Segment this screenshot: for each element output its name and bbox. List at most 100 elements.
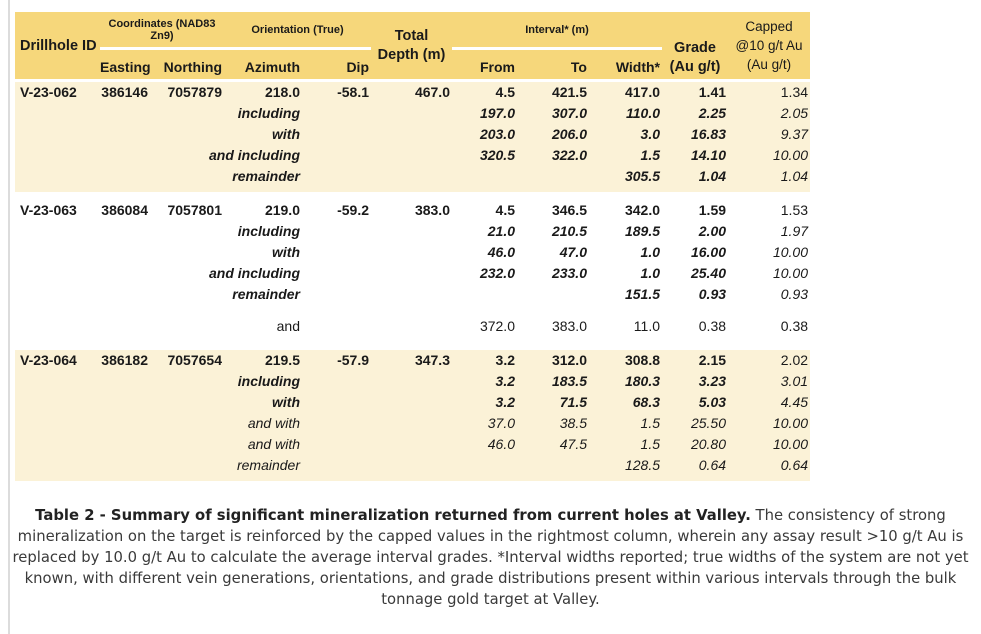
to-cell: 210.5 bbox=[517, 221, 589, 242]
to-cell: 71.5 bbox=[517, 392, 589, 413]
table-row: V-23-062 386146 7057879 218.0 -58.1 467.0 4.5 4… bbox=[15, 82, 811, 103]
grade-cell: 0.93 bbox=[662, 284, 729, 305]
to-cell: 183.5 bbox=[517, 371, 589, 392]
table-row: including 3.2 183.5 180.3 3.23 3.01 bbox=[15, 371, 811, 392]
total-depth-cell: 347.3 bbox=[371, 350, 452, 371]
table-row: remainder 151.5 0.93 0.93 bbox=[15, 284, 811, 305]
grade-cell: 25.40 bbox=[662, 263, 729, 284]
empty-cell bbox=[371, 434, 452, 455]
spacer-cell bbox=[15, 342, 811, 350]
from-cell: 3.2 bbox=[452, 392, 517, 413]
drillhole-block-V-23-064: V-23-064 386182 7057654 219.5 -57.9 347.3 3.2 3… bbox=[15, 350, 811, 481]
to-cell: 307.0 bbox=[517, 103, 589, 124]
from-cell: 3.2 bbox=[452, 371, 517, 392]
from-cell: 4.5 bbox=[452, 82, 517, 103]
table-row: with 46.0 47.0 1.0 16.00 10.00 bbox=[15, 242, 811, 263]
total-depth-cell: 383.0 bbox=[371, 200, 452, 221]
empty-cell bbox=[371, 166, 452, 187]
empty-cell bbox=[302, 124, 371, 145]
empty-cell bbox=[371, 455, 452, 476]
width-cell: 11.0 bbox=[589, 316, 663, 337]
empty-cell bbox=[15, 263, 100, 284]
interval-label-cell: and bbox=[100, 316, 302, 337]
drillhole-id-cell: V-23-064 bbox=[15, 350, 100, 371]
empty-cell bbox=[371, 284, 452, 305]
table-row: with 3.2 71.5 68.3 5.03 4.45 bbox=[15, 392, 811, 413]
from-cell: 197.0 bbox=[452, 103, 517, 124]
header-width: Width* bbox=[589, 50, 663, 82]
table-row: remainder 305.5 1.04 1.04 bbox=[15, 166, 811, 187]
grade-cell: 1.41 bbox=[662, 82, 729, 103]
spacer-row bbox=[15, 192, 811, 200]
azimuth-cell: 218.0 bbox=[224, 82, 302, 103]
header-orientation-group: Orientation (True) bbox=[224, 12, 371, 50]
interval-label-cell: and with bbox=[100, 434, 302, 455]
grade-cell: 0.64 bbox=[662, 455, 729, 476]
azimuth-cell: 219.5 bbox=[224, 350, 302, 371]
grade-cell: 25.50 bbox=[662, 413, 729, 434]
table-row: and including 232.0 233.0 1.0 25.40 10.00 bbox=[15, 263, 811, 284]
drillhole-id-cell: V-23-062 bbox=[15, 82, 100, 103]
interval-label-cell: and including bbox=[100, 145, 302, 166]
to-cell: 383.0 bbox=[517, 316, 589, 337]
interval-label-cell: with bbox=[100, 242, 302, 263]
to-cell: 47.0 bbox=[517, 242, 589, 263]
pad-cell bbox=[15, 476, 811, 481]
page-left-border bbox=[8, 0, 10, 634]
table-row: with 203.0 206.0 3.0 16.83 9.37 bbox=[15, 124, 811, 145]
empty-cell bbox=[371, 371, 452, 392]
from-cell: 372.0 bbox=[452, 316, 517, 337]
capped-grade-cell: 10.00 bbox=[728, 434, 811, 455]
header-capped-line2: @10 g/t Au bbox=[735, 38, 803, 53]
caption-regular-text: The consistency of strong mineralization… bbox=[12, 507, 969, 608]
to-cell bbox=[517, 166, 589, 187]
empty-cell bbox=[15, 166, 100, 187]
empty-cell bbox=[15, 316, 100, 337]
from-cell: 46.0 bbox=[452, 242, 517, 263]
to-cell: 322.0 bbox=[517, 145, 589, 166]
capped-grade-cell: 10.00 bbox=[728, 413, 811, 434]
width-cell: 151.5 bbox=[589, 284, 663, 305]
from-cell: 3.2 bbox=[452, 350, 517, 371]
empty-cell bbox=[371, 413, 452, 434]
empty-cell bbox=[15, 124, 100, 145]
table-row: V-23-063 386084 7057801 219.0 -59.2 383.0 4.5 3… bbox=[15, 200, 811, 221]
page-content: Drillhole ID Coordinates (NAD83 Zn9) Ori… bbox=[0, 12, 981, 610]
empty-cell bbox=[302, 434, 371, 455]
caption-bold-text: Table 2 - Summary of significant mineral… bbox=[35, 507, 751, 524]
grade-cell: 3.23 bbox=[662, 371, 729, 392]
from-cell: 320.5 bbox=[452, 145, 517, 166]
table-row: including 21.0 210.5 189.5 2.00 1.97 bbox=[15, 221, 811, 242]
table-header: Drillhole ID Coordinates (NAD83 Zn9) Ori… bbox=[15, 12, 811, 82]
capped-grade-cell: 3.01 bbox=[728, 371, 811, 392]
drillhole-block-V-23-062: V-23-062 386146 7057879 218.0 -58.1 467.0 4.5 4… bbox=[15, 82, 811, 192]
grade-cell: 5.03 bbox=[662, 392, 729, 413]
empty-cell bbox=[15, 434, 100, 455]
header-dip: Dip bbox=[302, 50, 371, 82]
table-row: and with 46.0 47.5 1.5 20.80 10.00 bbox=[15, 434, 811, 455]
capped-grade-cell: 0.93 bbox=[728, 284, 811, 305]
capped-grade-cell: 0.38 bbox=[728, 316, 811, 337]
empty-cell bbox=[371, 221, 452, 242]
header-grade-line1: Grade bbox=[674, 40, 716, 56]
to-cell: 421.5 bbox=[517, 82, 589, 103]
northing-cell: 7057879 bbox=[150, 82, 224, 103]
empty-cell bbox=[302, 455, 371, 476]
header-interval-group: Interval* (m) bbox=[452, 12, 663, 50]
empty-cell bbox=[371, 392, 452, 413]
width-cell: 1.5 bbox=[589, 413, 663, 434]
table-row: remainder 128.5 0.64 0.64 bbox=[15, 455, 811, 476]
width-cell: 417.0 bbox=[589, 82, 663, 103]
width-cell: 342.0 bbox=[589, 200, 663, 221]
empty-cell bbox=[302, 166, 371, 187]
empty-cell bbox=[15, 392, 100, 413]
from-cell bbox=[452, 166, 517, 187]
interval-label-cell: and including bbox=[100, 263, 302, 284]
capped-grade-cell: 10.00 bbox=[728, 242, 811, 263]
header-capped-line3: (Au g/t) bbox=[746, 57, 792, 72]
block-spacer bbox=[15, 342, 811, 350]
capped-grade-cell: 1.53 bbox=[728, 200, 811, 221]
header-drillhole-id: Drillhole ID bbox=[15, 12, 100, 82]
width-cell: 180.3 bbox=[589, 371, 663, 392]
header-coordinates-group: Coordinates (NAD83 Zn9) bbox=[100, 12, 224, 50]
